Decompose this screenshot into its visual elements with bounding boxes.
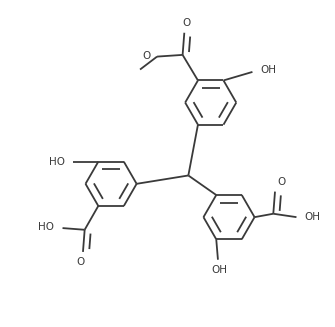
Text: HO: HO	[38, 222, 54, 232]
Text: OH: OH	[212, 265, 228, 275]
Text: HO: HO	[49, 157, 65, 167]
Text: OH: OH	[261, 65, 277, 75]
Text: O: O	[76, 257, 84, 267]
Text: OH: OH	[305, 212, 321, 222]
Text: O: O	[278, 177, 286, 187]
Text: O: O	[182, 18, 190, 28]
Text: O: O	[143, 51, 151, 61]
